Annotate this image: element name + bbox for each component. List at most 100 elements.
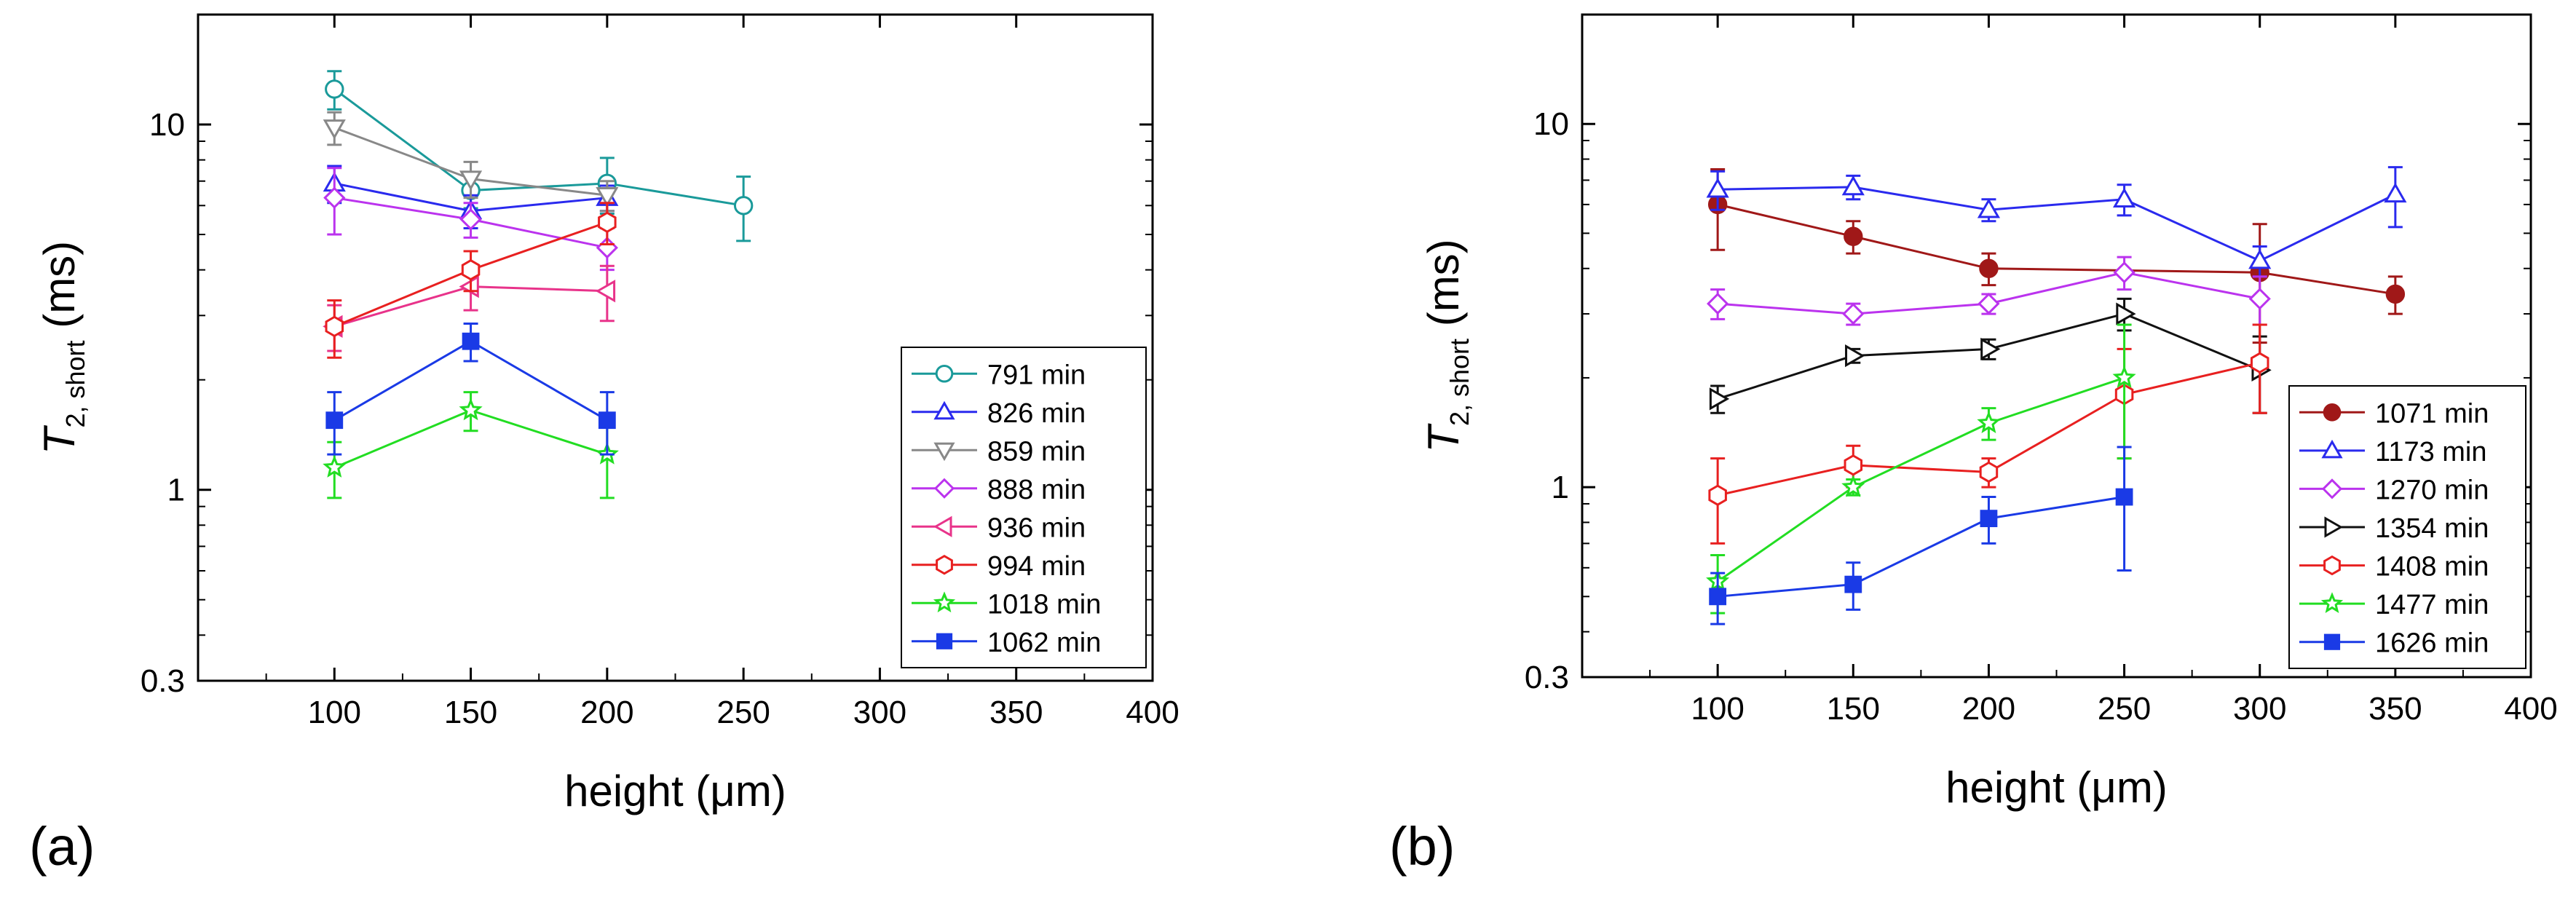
y-axis-label: T2, short (ms) (35, 241, 90, 454)
data-point (325, 315, 344, 338)
legend-marker (2323, 555, 2341, 576)
legend-label: 791 min (987, 360, 1086, 390)
panel-label-a: (a) (29, 816, 95, 877)
legend-box (901, 347, 1147, 668)
data-point (1977, 198, 2001, 218)
series-line (1718, 186, 2396, 262)
legend-marker (936, 555, 953, 575)
legend-marker (2324, 516, 2344, 538)
legend-marker (936, 633, 953, 649)
data-point (2112, 365, 2136, 388)
data-point (459, 398, 483, 421)
series-994-min (325, 202, 617, 359)
data-point (1842, 302, 1865, 325)
y-tick-label: 0.3 (141, 663, 185, 699)
data-point (323, 119, 346, 140)
data-point (325, 411, 344, 430)
data-point (596, 187, 619, 208)
series-1018-min (323, 391, 619, 499)
panel-label-b: (b) (1389, 816, 1455, 877)
data-point (2112, 187, 2136, 208)
legend-label: 994 min (987, 551, 1086, 582)
data-point (1709, 588, 1727, 606)
series-line (1718, 496, 2125, 598)
data-point (459, 170, 483, 191)
data-point (1709, 387, 1730, 411)
data-point (1979, 258, 1999, 278)
x-tick-label: 350 (2368, 691, 2422, 727)
legend-label: 826 min (987, 398, 1086, 429)
chart-panel-a: 100 150 200 250 300 350 400 0.3 1 10 height (μm) T2… (35, 13, 1180, 815)
data-point (2248, 288, 2271, 310)
legend: 791 min 826 min 859 min 888 min 936 min 994 m… (901, 347, 1147, 668)
data-point (1844, 454, 1863, 476)
x-axis-label: height (μm) (1945, 763, 2168, 812)
data-point (1978, 292, 2000, 315)
data-point (459, 208, 482, 231)
legend-marker (2323, 633, 2341, 650)
x-tick-label: 250 (716, 695, 770, 730)
series-1626-min (1709, 446, 2133, 625)
data-point (595, 280, 616, 303)
legend-label: 1071 min (2375, 398, 2489, 429)
legend-label: 936 min (987, 513, 1086, 543)
legend: 1071 min 1173 min 1270 min 1354 min 1408 min… (2288, 385, 2526, 669)
legend-label: 1626 min (2375, 628, 2489, 659)
series-1062-min (325, 323, 616, 456)
legend-label: 1018 min (987, 589, 1101, 620)
x-tick-label: 250 (2098, 691, 2151, 727)
data-point (1977, 411, 2001, 433)
legend-marker (2320, 592, 2344, 614)
x-tick-label: 150 (444, 695, 497, 730)
y-tick-label: 10 (1533, 106, 1569, 142)
legend-label: 888 min (987, 475, 1086, 505)
data-point (2250, 352, 2269, 374)
x-tick-label: 300 (2233, 691, 2286, 727)
data-point (598, 411, 616, 430)
legend-label: 1270 min (2375, 475, 2489, 505)
data-point (1844, 226, 1863, 246)
legend-marker (935, 364, 954, 383)
series-line (1717, 376, 2125, 582)
legend-label: 1477 min (2375, 590, 2489, 620)
data-point (2115, 488, 2133, 506)
data-point (1979, 461, 1999, 483)
series-1354-min (1709, 297, 2272, 414)
data-point (462, 332, 480, 350)
series-1270-min (1707, 256, 2271, 326)
legend-marker (2323, 403, 2342, 422)
legend-marker (933, 591, 956, 613)
y-tick-label: 1 (167, 473, 185, 508)
data-point (1845, 344, 1865, 368)
x-tick-label: 150 (1827, 691, 1880, 727)
x-tick-label: 400 (1126, 695, 1179, 730)
chart-panel-b: 100 150 200 250 300 350 400 0.3 1 10 height (μm) T2… (1419, 13, 2558, 812)
y-tick-label: 10 (149, 107, 185, 143)
y-tick-label: 0.3 (1525, 660, 1569, 695)
y-axis-label: T2, short (ms) (1419, 239, 1474, 452)
legend-marker (933, 478, 955, 499)
series-1173-min (1706, 166, 2407, 278)
x-tick-label: 400 (2504, 691, 2557, 727)
x-tick-label: 200 (1962, 691, 2015, 727)
x-tick-label: 100 (308, 695, 361, 730)
data-point (1841, 175, 1865, 196)
data-point (1706, 178, 1729, 198)
data-point (1980, 337, 2001, 361)
data-point (1980, 510, 1998, 528)
legend-label: 1408 min (2375, 552, 2489, 582)
series-1477-min (1706, 323, 2136, 614)
data-point (1841, 475, 1865, 497)
data-point (2385, 284, 2406, 304)
y-tick-label: 1 (1552, 470, 1569, 505)
legend-label: 1173 min (2375, 437, 2487, 467)
x-tick-label: 100 (1691, 691, 1744, 727)
legend-marker (933, 515, 952, 537)
data-point (459, 275, 479, 299)
data-point (733, 196, 754, 216)
legend-label: 859 min (987, 436, 1086, 467)
data-point (1707, 292, 1729, 315)
x-tick-label: 300 (853, 695, 906, 730)
legend-label: 1062 min (987, 628, 1101, 658)
